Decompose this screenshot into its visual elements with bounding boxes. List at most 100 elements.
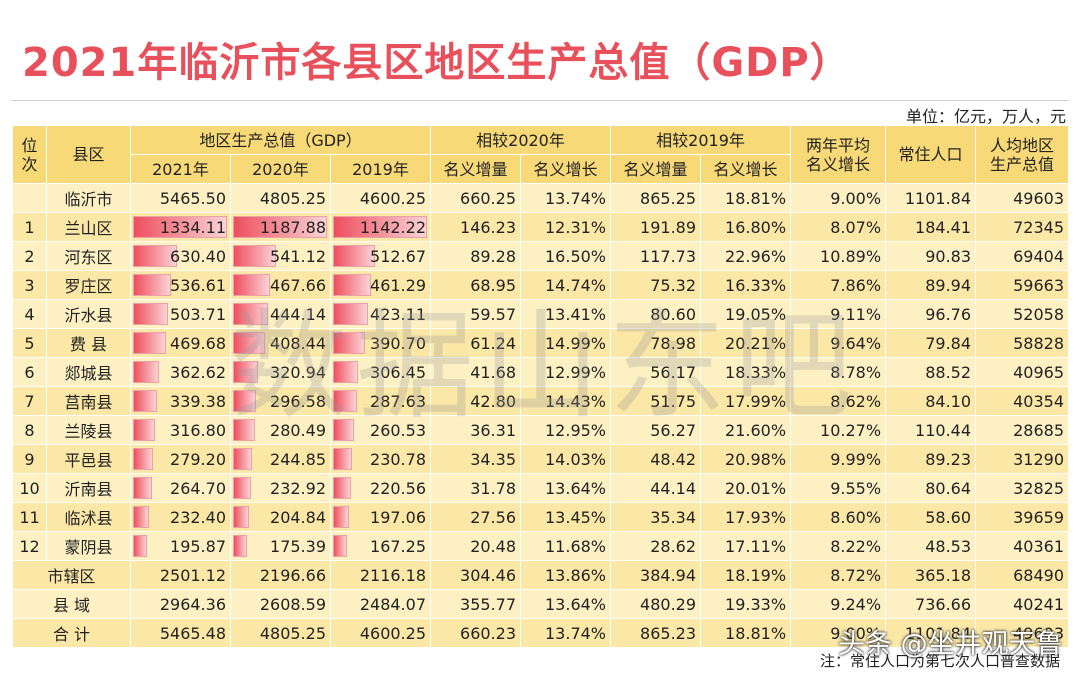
value-cell: 13.41% — [519, 299, 612, 329]
cell-text: 11.68% — [545, 536, 607, 556]
value-cell: 2196.66 — [230, 560, 331, 590]
cell-text: 12.95% — [545, 420, 607, 440]
cell-text: 89.28 — [470, 246, 516, 266]
value-cell: 408.44 — [230, 328, 331, 358]
data-bar — [233, 448, 253, 470]
value-cell: 4805.25 — [230, 183, 331, 213]
value-cell: 20.21% — [700, 328, 792, 358]
value-cell: 660.23 — [430, 618, 521, 648]
rank-cell: 4 — [12, 299, 47, 329]
value-cell: 9.99% — [790, 444, 887, 474]
cell-text: 14.99% — [545, 333, 607, 353]
value-cell: 8.60% — [790, 502, 887, 532]
cell-text: 40361 — [1013, 536, 1065, 556]
cell-text: 536.61 — [170, 275, 226, 295]
cell-text: 13.74% — [545, 188, 607, 208]
cell-text: 14.43% — [545, 391, 607, 411]
cell-text: 21.60% — [725, 420, 787, 440]
cell-text: 59663 — [1013, 275, 1065, 295]
data-bar — [333, 419, 355, 441]
cell-text: 260.53 — [370, 420, 426, 440]
rank-cell: 6 — [12, 357, 47, 387]
data-bar — [233, 216, 327, 238]
value-cell: 2484.07 — [330, 589, 431, 619]
data-bar — [333, 274, 371, 296]
cell-text: 1142.22 — [359, 217, 426, 237]
cell-text: 8.07% — [830, 217, 882, 237]
value-cell: 40361 — [975, 531, 1070, 561]
cell-text: 480.29 — [640, 594, 697, 614]
cell-text: 89.94 — [925, 275, 972, 295]
watermark: 数据山东吧 — [230, 297, 861, 435]
cell-text: 444.14 — [270, 304, 326, 324]
data-bar — [333, 535, 347, 557]
cell-text: 13.64% — [545, 478, 607, 498]
value-cell: 2964.36 — [130, 589, 231, 619]
value-cell: 61.24 — [430, 328, 521, 358]
cell-text: 13.41% — [545, 304, 607, 324]
value-cell: 117.73 — [610, 241, 702, 271]
value-cell: 17.93% — [700, 502, 792, 532]
cell-text: 35.34 — [650, 507, 697, 527]
cell-text: 10.27% — [820, 420, 882, 440]
name-cell: 平邑县 — [46, 444, 131, 474]
value-cell: 220.56 — [330, 473, 431, 503]
cell-text: 4600.25 — [359, 623, 426, 643]
value-cell: 184.41 — [885, 212, 977, 242]
header-cell: 2021年 — [130, 154, 231, 184]
value-cell: 44.14 — [610, 473, 702, 503]
value-cell: 69404 — [975, 241, 1070, 271]
value-cell: 195.87 — [130, 531, 231, 561]
value-cell: 444.14 — [230, 299, 331, 329]
cell-text: 4805.25 — [259, 623, 326, 643]
value-cell: 32825 — [975, 473, 1070, 503]
name-cell: 费 县 — [46, 328, 131, 358]
value-cell: 49603 — [975, 183, 1070, 213]
value-cell: 39659 — [975, 502, 1070, 532]
table-row: 12 蒙阴县 195.87 175.39 167.25 20.48 11.68% 28.62 1… — [12, 531, 1070, 561]
table-row: 1 兰山区 1334.11 1187.88 1142.22 146.23 12.31% 191… — [12, 212, 1070, 242]
value-cell: 390.70 — [330, 328, 431, 358]
value-cell: 304.46 — [430, 560, 521, 590]
cell-text: 7.86% — [830, 275, 882, 295]
value-cell: 12.99% — [519, 357, 612, 387]
data-bar — [233, 361, 259, 383]
cell-text: 9.00% — [830, 188, 882, 208]
value-cell: 244.85 — [230, 444, 331, 474]
value-cell: 197.06 — [330, 502, 431, 532]
cell-text: 296.58 — [270, 391, 326, 411]
table-row: 市辖区 2501.12 2196.66 2116.18 304.46 13.86% 384.… — [12, 560, 1070, 590]
rank-cell: 7 — [12, 386, 47, 416]
cell-text: 18.81% — [725, 623, 787, 643]
table-row: 10 沂南县 264.70 232.92 220.56 31.78 13.64% 44.14 2… — [12, 473, 1070, 503]
value-cell: 191.89 — [610, 212, 702, 242]
cell-text: 423.11 — [370, 304, 426, 324]
header-cell: 2019年 — [330, 154, 431, 184]
cell-text: 408.44 — [270, 333, 326, 353]
cell-text: 2501.12 — [159, 565, 226, 585]
cell-text: 22.96% — [725, 246, 787, 266]
value-cell: 14.43% — [519, 386, 612, 416]
value-cell: 22.96% — [700, 241, 792, 271]
value-cell: 48.53 — [885, 531, 977, 561]
value-cell: 9.55% — [790, 473, 887, 503]
cell-text: 48.53 — [925, 536, 972, 556]
cell-text: 365.18 — [915, 565, 972, 585]
value-cell: 19.33% — [700, 589, 792, 619]
data-bar — [133, 506, 150, 528]
cell-text: 39659 — [1013, 507, 1065, 527]
signature: 头条 @坐井观天鲁 — [838, 629, 1063, 660]
cell-text: 220.56 — [370, 478, 426, 498]
cell-text: 9.64% — [830, 333, 882, 353]
data-bar — [133, 303, 169, 325]
value-cell: 18.81% — [700, 183, 792, 213]
cell-text: 461.29 — [370, 275, 426, 295]
cell-text: 72345 — [1013, 217, 1065, 237]
cell-text: 264.70 — [170, 478, 226, 498]
table-row: 3 罗庄区 536.61 467.66 461.29 68.95 14.74% 75.32 16… — [12, 270, 1070, 300]
cell-text: 56.17 — [650, 362, 697, 382]
cell-text: 9.24% — [830, 594, 882, 614]
value-cell: 467.66 — [230, 270, 331, 300]
table-row: 9 平邑县 279.20 244.85 230.78 34.35 14.03% 48.42 20… — [12, 444, 1070, 474]
